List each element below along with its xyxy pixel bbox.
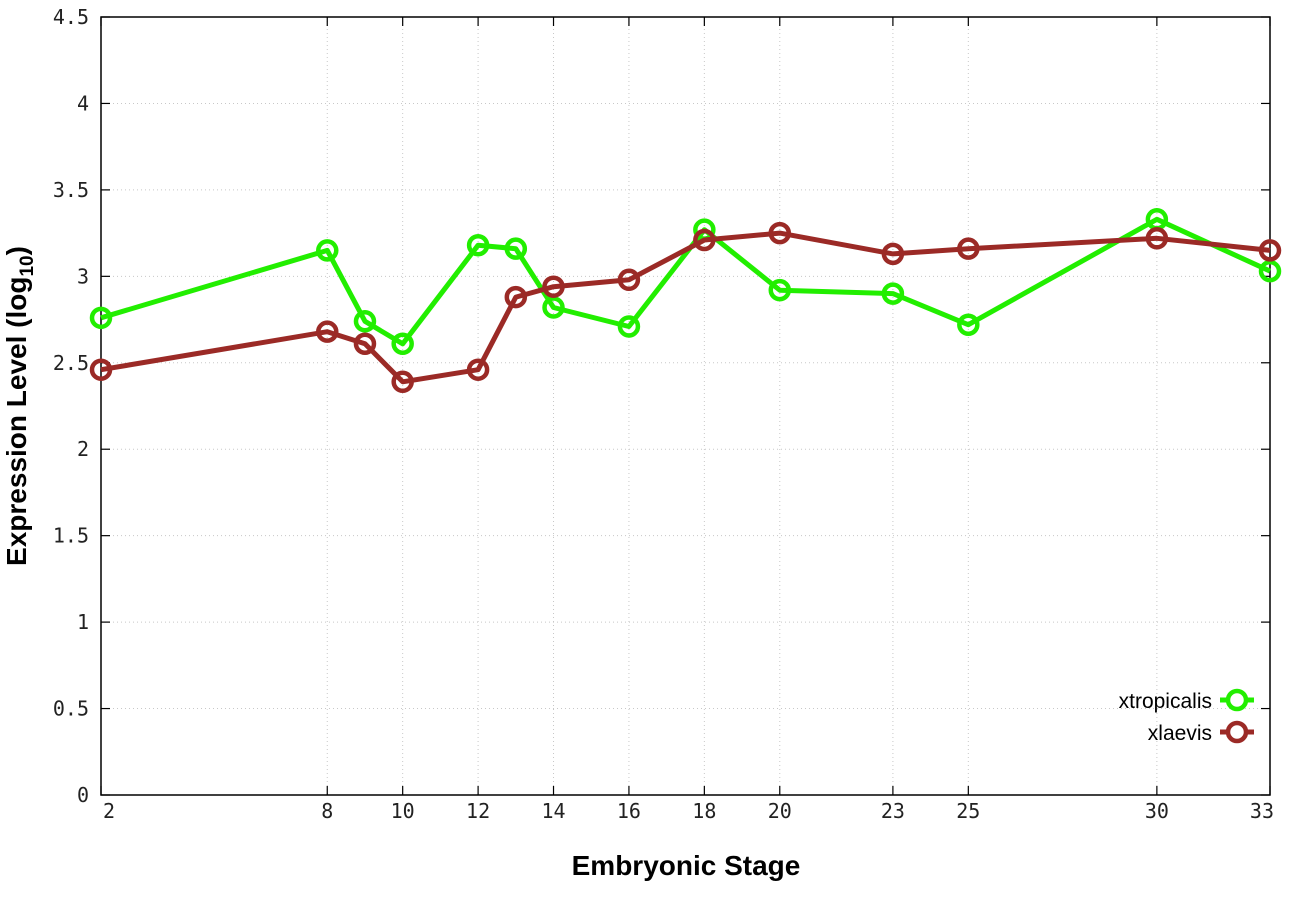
data-point-xlaevis <box>89 358 113 381</box>
data-point-xtropicalis <box>957 313 980 336</box>
x-tick-label: 30 <box>1145 799 1169 823</box>
x-tick-label: 23 <box>881 799 905 823</box>
series-layer <box>89 208 1282 394</box>
x-tick-label: 33 <box>1250 799 1274 823</box>
data-point-xtropicalis <box>881 282 905 305</box>
data-point-xtropicalis <box>89 306 113 330</box>
y-tick-label: 4.5 <box>53 5 89 29</box>
y-tick-label: 1.5 <box>53 524 89 548</box>
legend-label: xlaevis <box>1148 722 1212 745</box>
x-axis-title: Embryonic Stage <box>572 850 801 881</box>
y-axis-title-main: Expression Level (log <box>1 277 32 566</box>
y-tick-label: 2.5 <box>53 351 89 375</box>
data-point-xtropicalis <box>391 332 414 356</box>
data-point-xtropicalis <box>1258 259 1282 283</box>
data-point-xlaevis <box>316 320 339 343</box>
y-tick-label: 4 <box>77 91 89 115</box>
x-tick-label: 20 <box>768 799 792 823</box>
legend: xtropicalis xlaevis <box>1119 688 1254 745</box>
legend-label: xtropicalis <box>1119 690 1212 713</box>
y-tick-label: 0.5 <box>53 697 89 721</box>
data-point-xtropicalis <box>504 237 528 260</box>
y-axis-title-subscript: 10 <box>17 255 38 276</box>
data-point-xlaevis <box>353 332 377 356</box>
axis-ticks: 0 0.5 1 1.5 2 2.5 3 3.5 4 4.5 2 8 10 12 14 16 18 20 23 25 30… <box>53 5 1274 823</box>
x-tick-label: 18 <box>692 799 716 823</box>
y-tick-label: 0 <box>77 783 89 807</box>
data-point-xlaevis <box>1145 227 1169 250</box>
y-tick-label: 3.5 <box>53 178 89 202</box>
legend-swatch-marker <box>1225 720 1249 744</box>
y-tick-label: 2 <box>77 437 89 461</box>
data-point-xtropicalis <box>353 310 377 333</box>
data-point-xlaevis <box>768 221 792 245</box>
data-point-xlaevis <box>617 268 641 292</box>
x-tick-label: 2 <box>103 799 115 823</box>
x-tick-label: 10 <box>391 799 415 823</box>
data-point-xtropicalis <box>768 278 792 302</box>
x-tick-label: 14 <box>541 799 565 823</box>
data-point-xlaevis <box>693 228 716 252</box>
y-axis-title-close: ) <box>1 246 32 255</box>
x-tick-label: 16 <box>617 799 641 823</box>
y-tick-label: 1 <box>77 610 89 634</box>
data-point-xlaevis <box>881 242 905 266</box>
x-tick-label: 25 <box>956 799 980 823</box>
y-tick-label: 3 <box>77 264 89 288</box>
series-xlaevis <box>89 221 1282 394</box>
y-axis-title: Expression Level (log10) <box>1 246 38 566</box>
data-point-xtropicalis <box>542 296 565 319</box>
grid-lines <box>101 17 1270 795</box>
data-point-xlaevis <box>504 285 528 309</box>
series-xtropicalis <box>89 208 1282 356</box>
data-point-xlaevis <box>542 275 565 298</box>
legend-swatch-marker <box>1225 688 1249 712</box>
x-tick-label: 8 <box>321 799 333 823</box>
data-point-xtropicalis <box>466 233 490 257</box>
data-point-xlaevis <box>957 237 980 260</box>
series-line-xtropicalis <box>100 216 1272 347</box>
data-point-xtropicalis <box>316 239 339 262</box>
data-point-xlaevis <box>1258 239 1282 262</box>
data-point-xlaevis <box>391 370 414 394</box>
x-tick-label: 12 <box>466 799 490 823</box>
data-point-xtropicalis <box>617 315 641 338</box>
data-point-xlaevis <box>466 358 490 381</box>
plot-frame <box>100 16 1271 796</box>
